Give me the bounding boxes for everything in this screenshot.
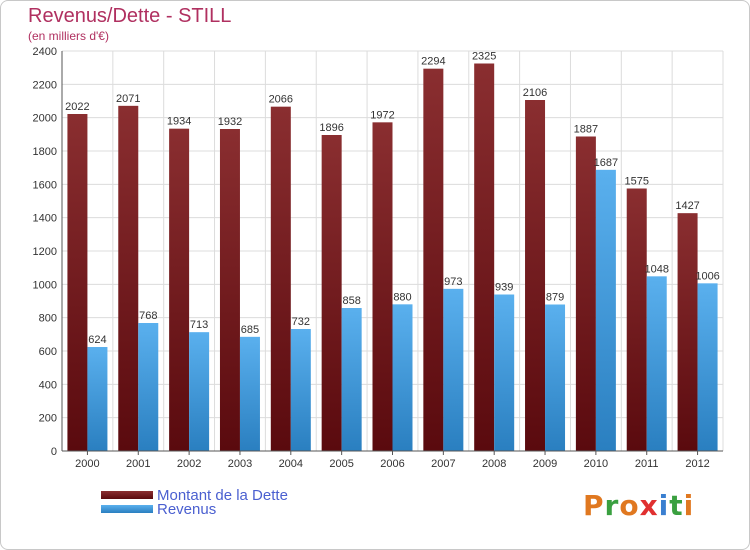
data-label-dette: 2294	[421, 56, 445, 68]
data-labels: 2022 624 2071 768 1934 713 1932 685 2066 732 1896 8…	[65, 51, 720, 347]
legend-label-dette: Montant de la Dette	[157, 486, 288, 504]
data-label-dette: 1887	[574, 124, 598, 136]
y-tick-label: 1000	[33, 279, 57, 291]
bars	[67, 63, 718, 452]
data-label-dette: 1932	[218, 116, 242, 128]
data-label-dette: 2022	[65, 101, 89, 113]
bar-dette	[372, 122, 393, 451]
bar-revenus	[341, 308, 362, 451]
bar-dette	[270, 106, 291, 452]
data-label-revenus: 1006	[695, 270, 719, 282]
legend-label-revenus: Revenus	[157, 500, 217, 518]
data-label-dette: 2066	[269, 94, 293, 106]
bar-revenus	[189, 332, 210, 451]
chart-title: Revenus/Dette - STILL	[28, 5, 232, 27]
x-tick-label: 2009	[533, 458, 557, 470]
legend-item-revenus: Revenus	[101, 500, 217, 518]
x-tick-label: 2004	[279, 458, 303, 470]
bar-dette	[626, 188, 647, 451]
y-tick-label: 600	[39, 346, 57, 358]
bar-dette	[474, 63, 495, 451]
y-tick-label: 1200	[33, 246, 57, 258]
data-label-dette: 1896	[319, 122, 343, 134]
proxiti-logo: Proxiti	[583, 489, 694, 522]
y-tick-label: 2200	[33, 79, 57, 91]
y-tick-label: 0	[51, 446, 57, 458]
data-label-revenus: 973	[444, 276, 462, 288]
logo-letter: o	[619, 489, 640, 522]
x-tick-label: 2007	[431, 458, 455, 470]
x-tick-label: 2005	[329, 458, 353, 470]
logo-letter: x	[639, 489, 659, 522]
x-tick-label: 2003	[228, 458, 252, 470]
x-tick-label: 2008	[482, 458, 506, 470]
bar-revenus	[239, 336, 260, 451]
x-tick-label: 2000	[75, 458, 99, 470]
y-tick-label: 400	[39, 379, 57, 391]
data-label-revenus: 858	[342, 295, 360, 307]
bar-dette	[169, 128, 190, 451]
y-tick-label: 800	[39, 313, 57, 325]
logo-letter: r	[604, 489, 620, 522]
y-tick-label: 1600	[33, 179, 57, 191]
bar-dette	[67, 114, 88, 451]
data-label-revenus: 624	[88, 334, 106, 346]
bar-revenus	[290, 329, 311, 451]
y-tick-label: 1800	[33, 146, 57, 158]
bar-dette	[118, 105, 139, 451]
x-tick-label: 2006	[380, 458, 404, 470]
logo-letter: P	[583, 489, 605, 522]
data-label-dette: 2071	[116, 93, 140, 105]
legend-swatch-revenus	[101, 505, 153, 513]
y-tick-label: 2400	[33, 46, 57, 58]
data-label-dette: 2106	[523, 87, 547, 99]
data-label-dette: 1427	[675, 200, 699, 212]
bar-revenus	[443, 288, 464, 451]
legend-item-dette: Montant de la Dette	[101, 486, 288, 504]
data-label-dette: 1575	[624, 176, 648, 188]
data-label-revenus: 880	[393, 291, 411, 303]
x-tick-label: 2011	[635, 458, 659, 470]
bar-dette	[321, 135, 342, 451]
bar-revenus	[392, 304, 413, 451]
bar-dette	[219, 129, 240, 451]
logo-letter: i	[683, 489, 695, 522]
data-label-revenus: 939	[495, 282, 513, 294]
bar-dette	[423, 68, 444, 452]
data-label-revenus: 768	[139, 310, 157, 322]
bar-revenus	[494, 294, 515, 451]
bar-revenus	[545, 304, 566, 451]
data-label-revenus: 1048	[644, 263, 668, 275]
data-label-dette: 1934	[167, 116, 191, 128]
data-label-revenus: 685	[241, 324, 259, 336]
y-tick-label: 2000	[33, 113, 57, 125]
chart-subtitle: (en milliers d'€)	[28, 29, 109, 43]
x-tick-label: 2002	[177, 458, 201, 470]
bar-revenus	[646, 276, 667, 451]
axes: 0 200 400 600 800 1000 1200 1400 1600 1800 2000 220…	[33, 46, 723, 470]
y-tick-label: 1400	[33, 213, 57, 225]
bar-dette	[575, 136, 596, 451]
data-label-revenus: 732	[292, 316, 310, 328]
data-label-revenus: 713	[190, 319, 208, 331]
legend-swatch-dette	[101, 491, 153, 499]
bar-dette	[677, 213, 698, 451]
logo-letter: i	[658, 489, 670, 522]
y-tick-label: 200	[39, 413, 57, 425]
bar-revenus	[138, 323, 159, 451]
x-tick-label: 2001	[126, 458, 150, 470]
data-label-revenus: 1687	[594, 157, 618, 169]
data-label-dette: 2325	[472, 51, 496, 63]
data-label-dette: 1972	[370, 109, 394, 121]
bar-revenus	[87, 347, 108, 451]
bar-revenus	[697, 283, 718, 451]
x-tick-label: 2012	[685, 458, 709, 470]
x-tick-label: 2010	[584, 458, 608, 470]
data-label-revenus: 879	[546, 292, 564, 304]
bar-dette	[525, 100, 546, 451]
logo-letter: t	[669, 489, 684, 522]
bar-revenus	[595, 169, 616, 452]
